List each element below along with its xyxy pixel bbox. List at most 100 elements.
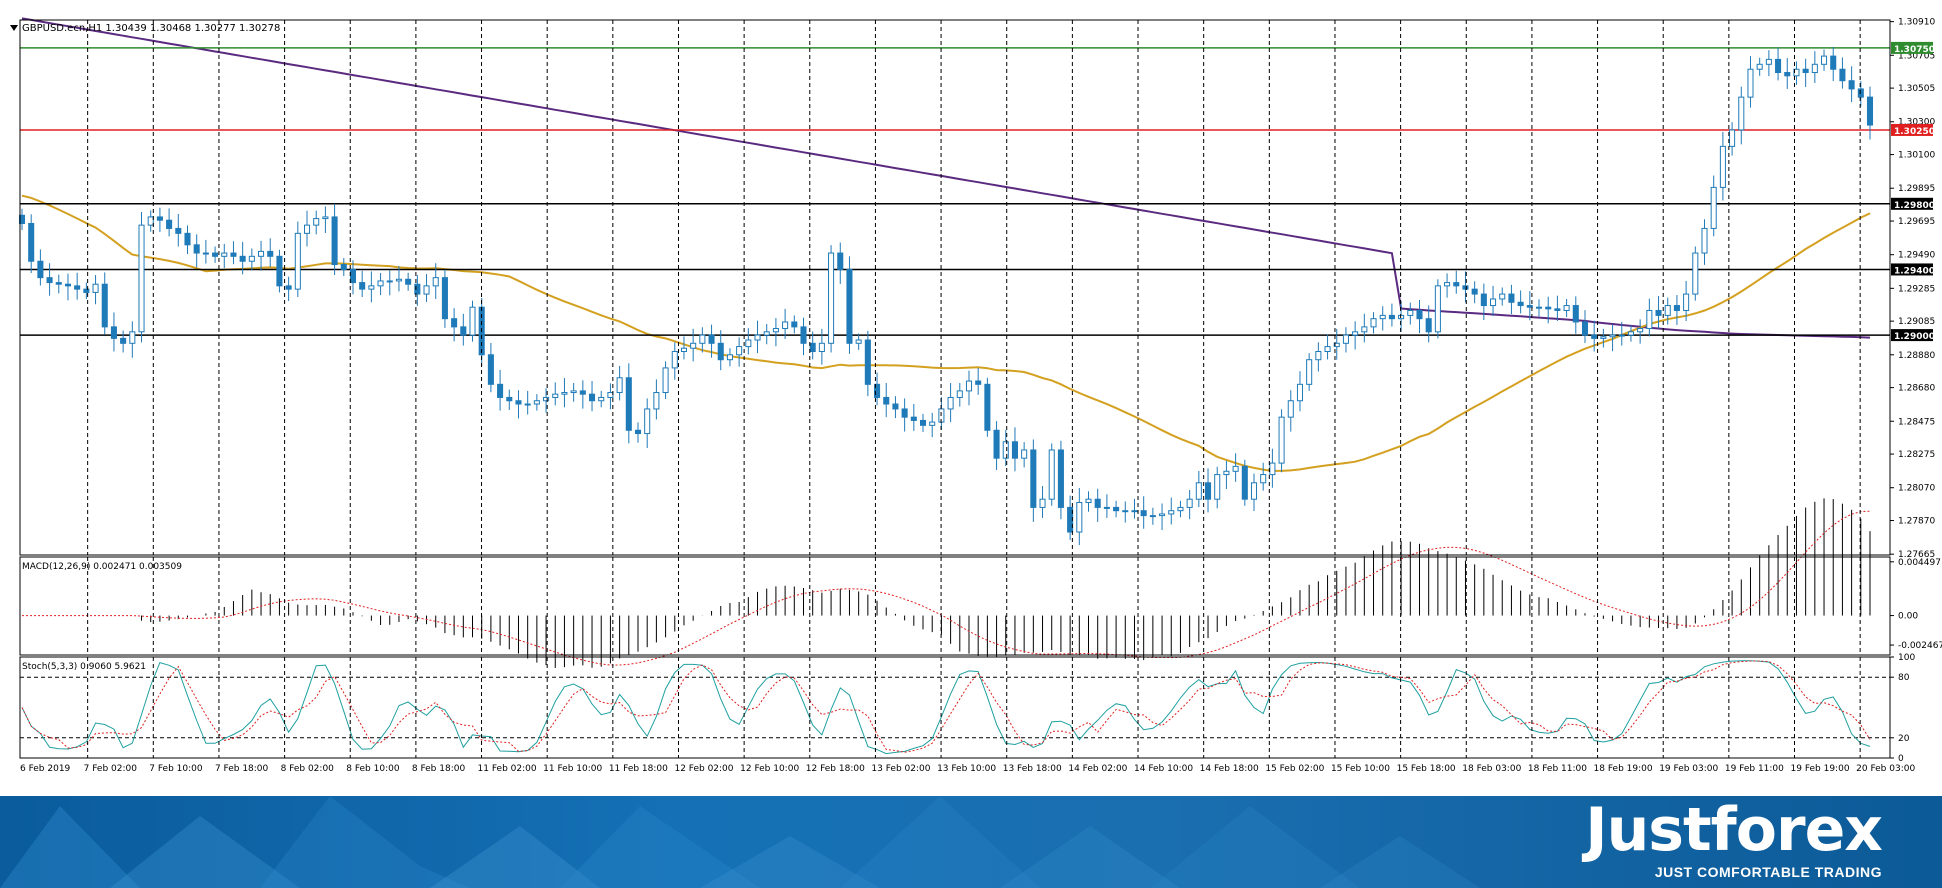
candle-body [276,255,283,287]
candle-body [267,250,274,257]
x-tick-label: 7 Feb 18:00 [215,764,269,774]
y-tick-label: 1.30705 [1898,51,1935,61]
candle-body [37,260,44,279]
candle-body [377,280,384,287]
dropdown-triangle-icon [10,25,18,31]
candle-body [1480,293,1487,307]
candle-body [846,268,853,344]
brand-banner: Justforex JUST COMFORTABLE TRADING [0,796,1942,888]
candle-body [791,321,798,328]
candle-body [883,396,890,405]
candle-body [947,396,954,410]
candle-body [1048,449,1055,500]
candle-body [1563,305,1570,311]
price-level-label: 1.30250 [1894,127,1935,137]
candle-body [1241,465,1248,500]
candle-body [543,396,550,402]
candle-body [1581,321,1589,336]
y-tick-label: 1.27870 [1898,517,1935,527]
candle-body [1223,470,1230,476]
candle-body [1232,465,1239,472]
candle-body [1333,342,1340,348]
candle-body [1673,305,1680,311]
candle-body [1159,513,1166,517]
candle-body [1857,88,1864,98]
candle-body [1747,68,1754,98]
candle-body [497,383,504,398]
candle-body [28,222,35,262]
candle-body [864,339,871,385]
candle-body [1214,474,1221,500]
candle-body [1113,506,1120,512]
candle-body [1802,68,1809,74]
candle-body [368,285,375,290]
y-tick-label: 1.28880 [1898,351,1935,361]
candle-body [653,392,660,410]
x-tick-label: 15 Feb 02:00 [1265,764,1324,774]
candle-body [460,326,467,336]
candle-body [239,255,246,262]
candle-body [1793,68,1800,77]
x-tick-label: 13 Feb 18:00 [1003,764,1062,774]
price-level-badge [1891,41,1933,54]
candle-body [1756,63,1763,70]
candle-body [1609,334,1616,338]
y-tick-label: 1.28680 [1898,384,1935,394]
candle-body [1545,306,1552,310]
candle-body [248,255,255,262]
candle-body [1076,501,1083,533]
y-tick-label: 1.30505 [1898,84,1935,94]
candle-body [598,396,605,402]
candle-body [1811,63,1818,74]
x-tick-label: 7 Feb 10:00 [149,764,203,774]
price-level-label: 1.29800 [1894,201,1935,211]
candle-body [680,347,687,353]
candle-body [1425,318,1432,333]
price-level-label: 1.29400 [1894,266,1935,276]
candle-body [331,216,338,266]
candle-body [1738,96,1745,131]
candle-body [1103,506,1110,509]
price-level-label: 1.30750 [1894,45,1935,55]
price-level-badge [1891,123,1933,136]
candle-body [1388,314,1395,320]
candle-body [1572,305,1579,323]
candle-body [1011,441,1018,459]
candle-body [1352,331,1359,336]
x-tick-label: 14 Feb 18:00 [1200,764,1259,774]
candle-body [965,380,973,392]
candle-body [1177,506,1184,512]
x-tick-label: 18 Feb 19:00 [1594,764,1653,774]
candle-body [1618,334,1625,337]
candle-body [1839,68,1846,82]
price-panel: 1.30910 1.30705 1.30505 1.30300 1.30100 1.298… [18,17,1935,560]
candle-body [800,326,807,344]
candle-body [589,393,596,402]
candle-body [1462,285,1469,290]
candle-body [147,216,154,226]
brand-logo: Justforex [1585,796,1883,865]
candle-body [1830,55,1837,70]
candle-body [64,283,71,287]
candle-body [717,342,724,361]
panel-frame [19,19,1891,556]
candle-body [1085,498,1092,503]
moving-average-fast [21,194,1871,472]
candle-body [1508,293,1515,303]
candle-body [1416,309,1423,320]
candle-body [1719,145,1726,188]
candle-body [1250,482,1258,500]
candle-body [772,328,779,333]
x-tick-label: 18 Feb 03:00 [1462,764,1521,774]
x-tick-label: 15 Feb 10:00 [1331,764,1390,774]
candle-body [515,400,522,405]
candle-body [74,285,81,290]
x-tick-label: 12 Feb 02:00 [674,764,733,774]
candle-body [469,306,476,336]
candle-body [1821,55,1828,65]
candle-body [322,216,329,220]
candle-body [92,283,99,293]
candle-body [258,250,265,257]
x-tick-label: 19 Feb 11:00 [1725,764,1784,774]
banner-pattern [0,796,1480,888]
